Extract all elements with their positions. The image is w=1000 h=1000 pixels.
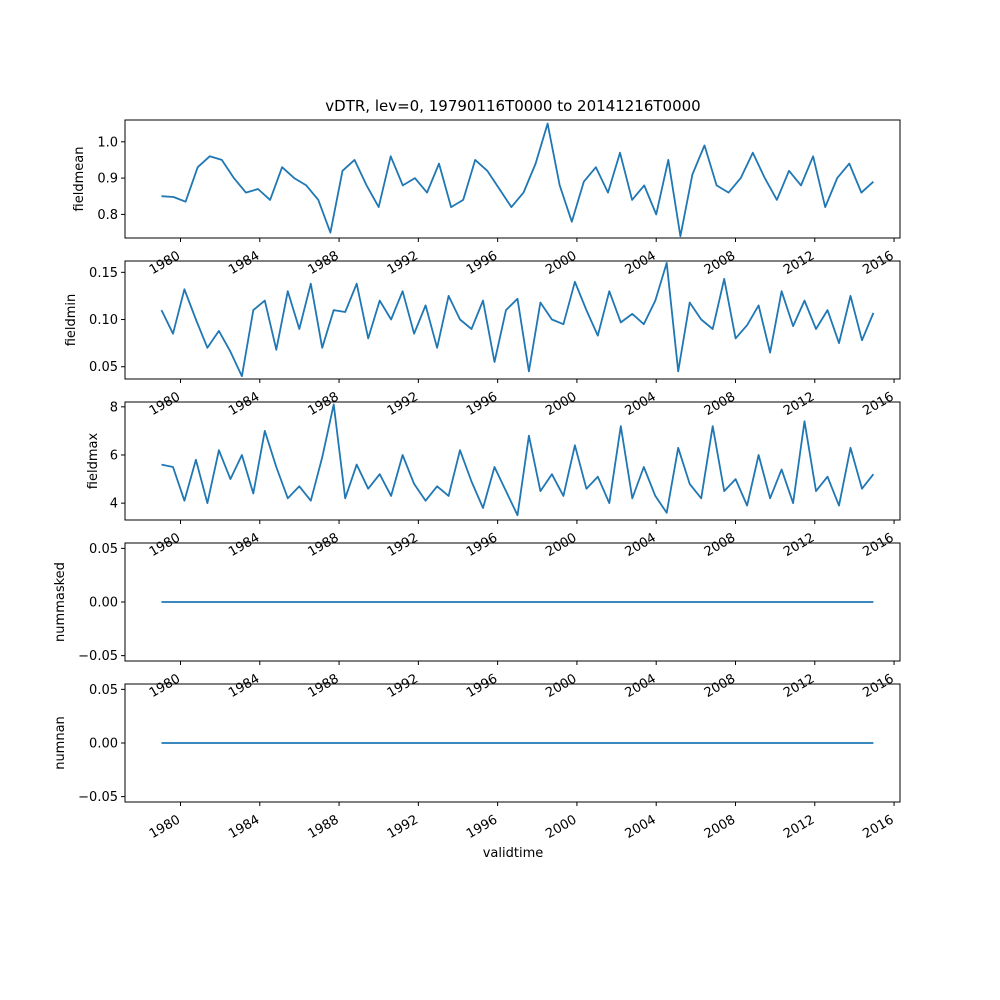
y-tick-label: −0.05 xyxy=(78,790,118,805)
y-tick-label: 0.00 xyxy=(89,596,118,611)
y-tick-label: 0.9 xyxy=(97,172,118,187)
y-tick-label: −0.05 xyxy=(78,649,118,664)
y-tick-label: 6 xyxy=(110,448,118,463)
y-tick-label: 4 xyxy=(110,497,118,512)
y-axis-label-nummasked: nummasked xyxy=(53,562,68,642)
figure-title: vDTR, lev=0, 19790116T0000 to 20141216T0… xyxy=(325,97,700,115)
y-tick-label: 0.15 xyxy=(89,266,118,281)
y-tick-label: 0.05 xyxy=(89,542,118,557)
y-tick-label: 0.05 xyxy=(89,683,118,698)
y-tick-label: 0.10 xyxy=(89,313,118,328)
x-axis-label: validtime xyxy=(483,846,544,861)
axes-frame xyxy=(124,401,901,521)
y-axis-label-fieldmin: fieldmin xyxy=(64,294,79,347)
axes-frame xyxy=(124,119,901,239)
y-tick-label: 8 xyxy=(110,400,118,415)
series-line-fieldmax xyxy=(161,403,875,517)
y-axis-label-numnan: numnan xyxy=(53,716,68,770)
y-axis-label-fieldmean: fieldmean xyxy=(72,147,87,212)
y-tick-label: 0.00 xyxy=(89,737,118,752)
y-axis-label-fieldmax: fieldmax xyxy=(86,433,101,490)
y-tick-label: 0.05 xyxy=(89,360,118,375)
series-line-fieldmin xyxy=(160,261,875,378)
y-tick-label: 1.0 xyxy=(97,135,118,150)
y-tick-label: 0.8 xyxy=(97,208,118,223)
series-line-fieldmean xyxy=(161,122,875,238)
